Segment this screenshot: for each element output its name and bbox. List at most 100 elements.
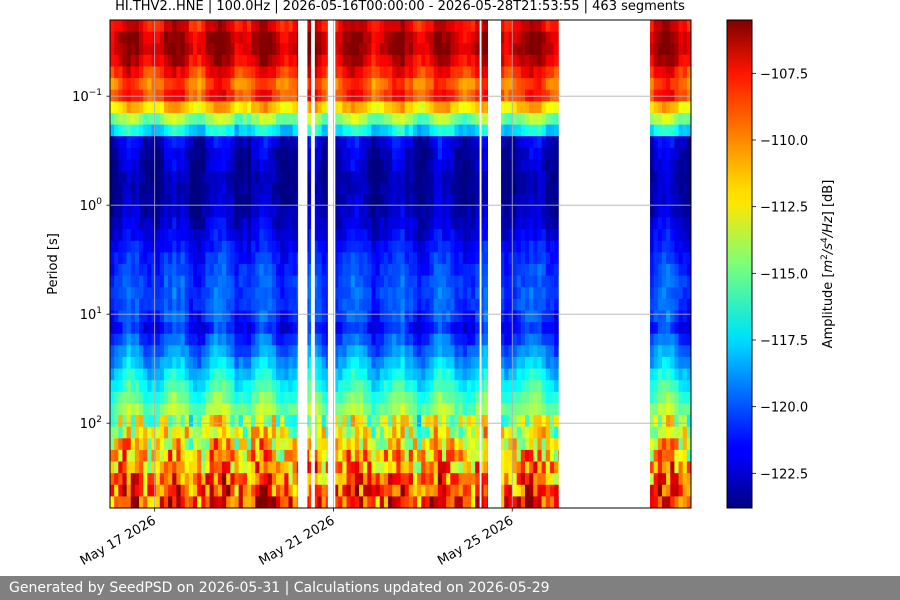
heatmap-cell xyxy=(163,229,169,242)
heatmap-cell xyxy=(437,136,443,149)
heatmap-cell xyxy=(338,438,343,451)
heatmap-cell xyxy=(334,461,339,474)
heatmap-cell xyxy=(172,112,177,125)
heatmap-cell xyxy=(392,43,397,56)
heatmap-cell xyxy=(184,449,190,462)
heatmap-cell xyxy=(246,78,252,91)
heatmap-cell xyxy=(383,310,389,323)
heatmap-cell xyxy=(159,449,165,462)
heatmap-cell xyxy=(404,322,410,335)
heatmap-cell xyxy=(504,124,509,137)
heatmap-cell xyxy=(437,345,443,358)
heatmap-cell xyxy=(271,473,277,486)
heatmap-cell xyxy=(450,124,455,137)
heatmap-cell xyxy=(176,438,181,451)
heatmap-cell xyxy=(462,345,468,358)
heatmap-cell xyxy=(163,264,169,277)
heatmap-cell xyxy=(479,264,484,277)
heatmap-cell xyxy=(226,345,231,358)
heatmap-cell xyxy=(267,275,273,288)
heatmap-cell xyxy=(267,426,273,439)
heatmap-cell xyxy=(259,147,264,160)
heatmap-cell xyxy=(180,54,186,67)
heatmap-cell xyxy=(193,147,198,160)
heatmap-cell xyxy=(408,194,414,207)
heatmap-cell xyxy=(155,89,161,102)
heatmap-cell xyxy=(504,391,509,404)
heatmap-cell xyxy=(520,101,526,114)
heatmap-cell xyxy=(412,449,418,462)
heatmap-cell xyxy=(288,229,293,242)
heatmap-cell xyxy=(222,159,227,172)
heatmap-cell xyxy=(292,182,298,195)
heatmap-cell xyxy=(537,78,542,91)
heatmap-cell xyxy=(533,66,538,79)
heatmap-cell xyxy=(446,403,451,416)
heatmap-cell xyxy=(172,182,177,195)
heatmap-cell xyxy=(383,78,389,91)
heatmap-cell xyxy=(412,147,418,160)
heatmap-cell xyxy=(525,275,530,288)
heatmap-cell xyxy=(383,182,389,195)
heatmap-cell xyxy=(537,43,542,56)
heatmap-cell xyxy=(379,136,385,149)
heatmap-cell xyxy=(549,275,555,288)
heatmap-cell xyxy=(371,461,376,474)
heatmap-cell xyxy=(226,484,231,497)
heatmap-cell xyxy=(354,136,360,149)
heatmap-cell xyxy=(350,159,356,172)
heatmap-cell xyxy=(342,182,347,195)
heatmap-cell xyxy=(134,473,140,486)
heatmap-cell xyxy=(267,205,273,218)
heatmap-cell xyxy=(421,194,426,207)
heatmap-cell xyxy=(259,66,264,79)
heatmap-cell xyxy=(321,229,327,242)
heatmap-cell xyxy=(126,78,132,91)
heatmap-cell xyxy=(180,20,186,33)
heatmap-cell xyxy=(446,147,451,160)
heatmap-cell xyxy=(442,380,447,393)
heatmap-cell xyxy=(512,43,518,56)
heatmap-cell xyxy=(193,426,198,439)
heatmap-cell xyxy=(396,136,401,149)
heatmap-cell xyxy=(404,310,410,323)
heatmap-cell xyxy=(375,298,381,311)
heatmap-cell xyxy=(466,298,472,311)
heatmap-cell xyxy=(147,252,152,265)
heatmap-cell xyxy=(537,461,542,474)
heatmap-cell xyxy=(471,124,476,137)
heatmap-cell xyxy=(230,66,235,79)
heatmap-cell xyxy=(338,484,343,497)
heatmap-cell xyxy=(259,43,264,56)
heatmap-cell xyxy=(412,310,418,323)
heatmap-cell xyxy=(180,380,186,393)
heatmap-cell xyxy=(346,229,352,242)
heatmap-cell xyxy=(139,310,144,323)
heatmap-cell xyxy=(334,322,339,335)
heatmap-cell xyxy=(408,368,414,381)
heatmap-cell xyxy=(184,136,190,149)
heatmap-cell xyxy=(163,217,169,230)
heatmap-cell xyxy=(263,205,269,218)
heatmap-cell xyxy=(114,89,119,102)
heatmap-cell xyxy=(433,287,439,300)
heatmap-cell xyxy=(159,380,165,393)
heatmap-cell xyxy=(392,124,397,137)
heatmap-cell xyxy=(429,252,435,265)
heatmap-cell xyxy=(446,333,451,346)
heatmap-cell xyxy=(280,496,285,508)
heatmap-cell xyxy=(276,473,281,486)
heatmap-cell xyxy=(462,31,468,44)
heatmap-cell xyxy=(321,182,327,195)
heatmap-cell xyxy=(392,287,397,300)
heatmap-cell xyxy=(155,287,161,300)
heatmap-cell xyxy=(151,147,157,160)
heatmap-cell xyxy=(367,403,372,416)
heatmap-cell xyxy=(197,368,202,381)
heatmap-cell xyxy=(230,264,235,277)
heatmap-cell xyxy=(475,298,480,311)
heatmap-cell xyxy=(471,147,476,160)
heatmap-cell xyxy=(537,356,542,369)
heatmap-cell xyxy=(155,54,161,67)
heatmap-cell xyxy=(446,287,451,300)
